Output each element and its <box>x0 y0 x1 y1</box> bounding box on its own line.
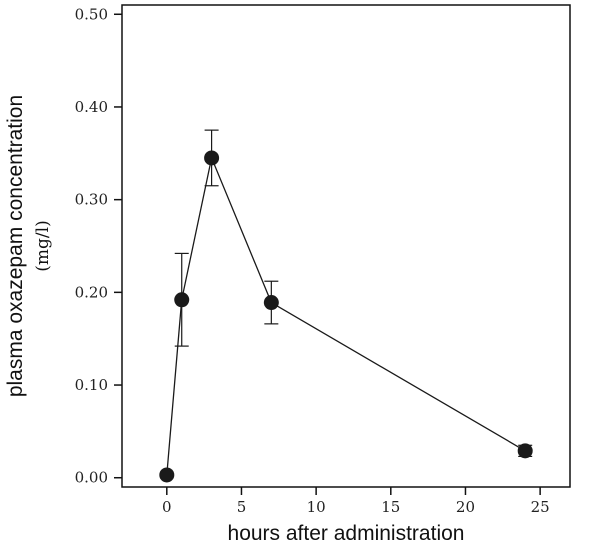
y-tick-label: 0.30 <box>75 191 108 209</box>
y-tick-label: 0.50 <box>75 5 108 23</box>
data-point <box>204 150 220 166</box>
y-tick-label: 0.20 <box>75 283 108 301</box>
x-tick-label: 0 <box>162 498 172 516</box>
y-axis-units: (mg/l) <box>33 220 53 271</box>
series-layer <box>159 129 533 483</box>
data-point <box>159 467 175 483</box>
x-axis: 0 5 10 15 20 25 <box>162 487 550 516</box>
data-point <box>263 295 279 311</box>
plot-frame <box>121 4 571 488</box>
y-axis: 0.00 0.10 0.20 0.30 0.40 0.50 <box>75 5 122 487</box>
y-axis-title: plasma oxazepam concentration <box>4 95 27 397</box>
x-axis-title: hours after administration <box>228 522 465 545</box>
x-tick-label: 20 <box>456 498 475 516</box>
data-point <box>517 443 533 459</box>
x-tick-label: 25 <box>531 498 550 516</box>
x-tick-label: 15 <box>381 498 400 516</box>
x-tick-label: 10 <box>307 498 326 516</box>
y-tick-label: 0.10 <box>75 376 108 394</box>
y-tick-label: 0.40 <box>75 98 108 116</box>
series-line <box>166 155 526 475</box>
data-point <box>174 292 190 308</box>
x-tick-label: 5 <box>237 498 247 516</box>
y-tick-label: 0.00 <box>75 469 108 487</box>
